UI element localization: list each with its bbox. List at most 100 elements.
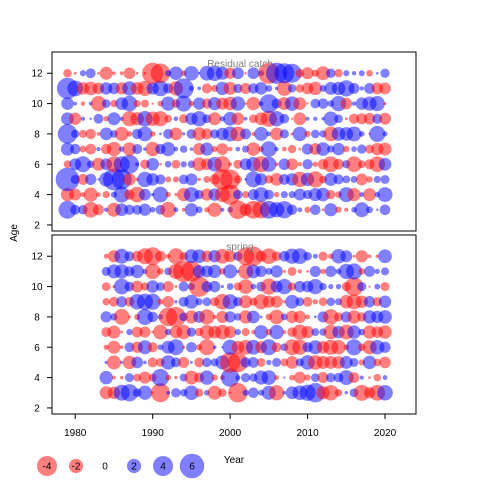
bubble-point <box>250 283 257 290</box>
bubble-point <box>282 269 286 273</box>
bubble-point <box>375 254 379 258</box>
bubble-point <box>97 178 100 181</box>
bubble-point <box>96 192 101 197</box>
x-tick-label: 2000 <box>219 428 242 439</box>
bubble-point <box>247 357 259 368</box>
x-tick-label: 2020 <box>374 428 397 439</box>
bubble-point <box>369 125 386 142</box>
bubble-point <box>378 142 392 156</box>
bubble-point <box>139 188 151 201</box>
bubble-point <box>297 162 302 167</box>
bubble-point <box>242 191 250 199</box>
bubble-point <box>305 314 311 320</box>
bubble-point <box>235 374 241 381</box>
bubble-point <box>295 297 305 307</box>
bubble-point <box>194 357 205 368</box>
legend-label: -4 <box>43 462 52 473</box>
bubble-point <box>120 360 124 364</box>
bubble-point <box>80 116 86 121</box>
bubble-point <box>276 278 293 295</box>
bubble-point <box>211 145 218 153</box>
bubble-point <box>147 357 158 368</box>
bubble-point <box>149 131 156 137</box>
bubble-point <box>146 280 160 293</box>
bubble-point <box>136 308 153 325</box>
bubble-point <box>195 206 203 214</box>
bubble-point <box>274 375 280 381</box>
bubble-point <box>198 339 215 356</box>
bubble-point <box>261 370 277 385</box>
bubble-point <box>178 356 190 368</box>
y-tick-label: 12 <box>31 252 43 263</box>
bubble-point <box>307 171 324 188</box>
bubble-point <box>101 99 111 108</box>
y-tick-label: 4 <box>34 373 40 384</box>
bubble-point <box>265 267 273 275</box>
bubble-point <box>292 248 308 265</box>
bubble-point <box>358 268 366 275</box>
bubble-point <box>220 368 240 387</box>
bubble-point <box>312 253 318 259</box>
bubble-point <box>150 63 171 83</box>
bubble-point <box>171 159 181 169</box>
bubble-point <box>379 82 391 95</box>
bubble-point <box>135 71 139 75</box>
bubble-point <box>326 297 336 307</box>
bubble-point <box>241 328 250 337</box>
bubble-point <box>283 376 286 379</box>
bubble-point <box>58 200 77 219</box>
bubble-point <box>197 86 202 91</box>
bubble-point <box>124 373 134 383</box>
bubble-point <box>164 114 173 123</box>
bubble-point <box>151 368 170 387</box>
bubble-point <box>344 117 348 121</box>
bubble-point <box>199 370 215 385</box>
bubble-point <box>287 266 297 276</box>
bubble-point <box>263 189 274 200</box>
bubble-point <box>379 204 391 216</box>
bubble-point <box>175 95 192 112</box>
bubble-point <box>126 131 133 137</box>
bubble-point <box>243 246 264 266</box>
bubble-point <box>373 373 382 382</box>
bubble-point <box>130 264 144 279</box>
bubble-point <box>138 371 152 384</box>
bubble-point <box>280 191 288 199</box>
bubble-point <box>220 169 241 190</box>
bubble-point <box>227 146 233 152</box>
bubble-point <box>197 177 201 182</box>
bubble-point <box>368 285 371 288</box>
bubble-point <box>379 341 391 353</box>
bubble-point <box>259 315 263 319</box>
bubble-point <box>182 132 186 136</box>
bubble-point <box>133 373 142 382</box>
bubble-point <box>345 339 363 356</box>
bubble-point <box>378 310 392 324</box>
bubble-point <box>173 78 194 99</box>
bubble-point <box>137 385 153 400</box>
bubble-point <box>328 284 334 290</box>
bubble-point <box>123 173 136 186</box>
bubble-point <box>373 175 381 184</box>
bubble-point <box>61 97 74 110</box>
bubble-point <box>179 145 188 153</box>
bubble-point <box>374 283 381 290</box>
bubble-point <box>222 294 238 310</box>
bubble-point <box>150 383 170 403</box>
bubble-point <box>268 111 285 127</box>
y-tick-label: 4 <box>34 190 40 201</box>
bubble-point <box>120 330 124 334</box>
bubble-point <box>165 306 186 327</box>
bubble-point <box>228 162 233 167</box>
bubble-point <box>208 112 222 126</box>
bubble-point <box>144 263 161 280</box>
bubble-point <box>306 270 309 273</box>
bubble-point <box>254 126 269 141</box>
bubble-point <box>342 145 350 153</box>
bubble-point <box>280 313 288 321</box>
bubble-point <box>165 176 172 183</box>
bubble-point <box>169 127 183 141</box>
bubble-point <box>156 282 165 291</box>
bubble-point <box>270 173 283 186</box>
